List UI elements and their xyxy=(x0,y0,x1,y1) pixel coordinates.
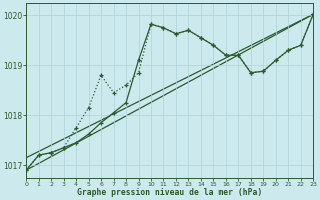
X-axis label: Graphe pression niveau de la mer (hPa): Graphe pression niveau de la mer (hPa) xyxy=(77,188,262,197)
